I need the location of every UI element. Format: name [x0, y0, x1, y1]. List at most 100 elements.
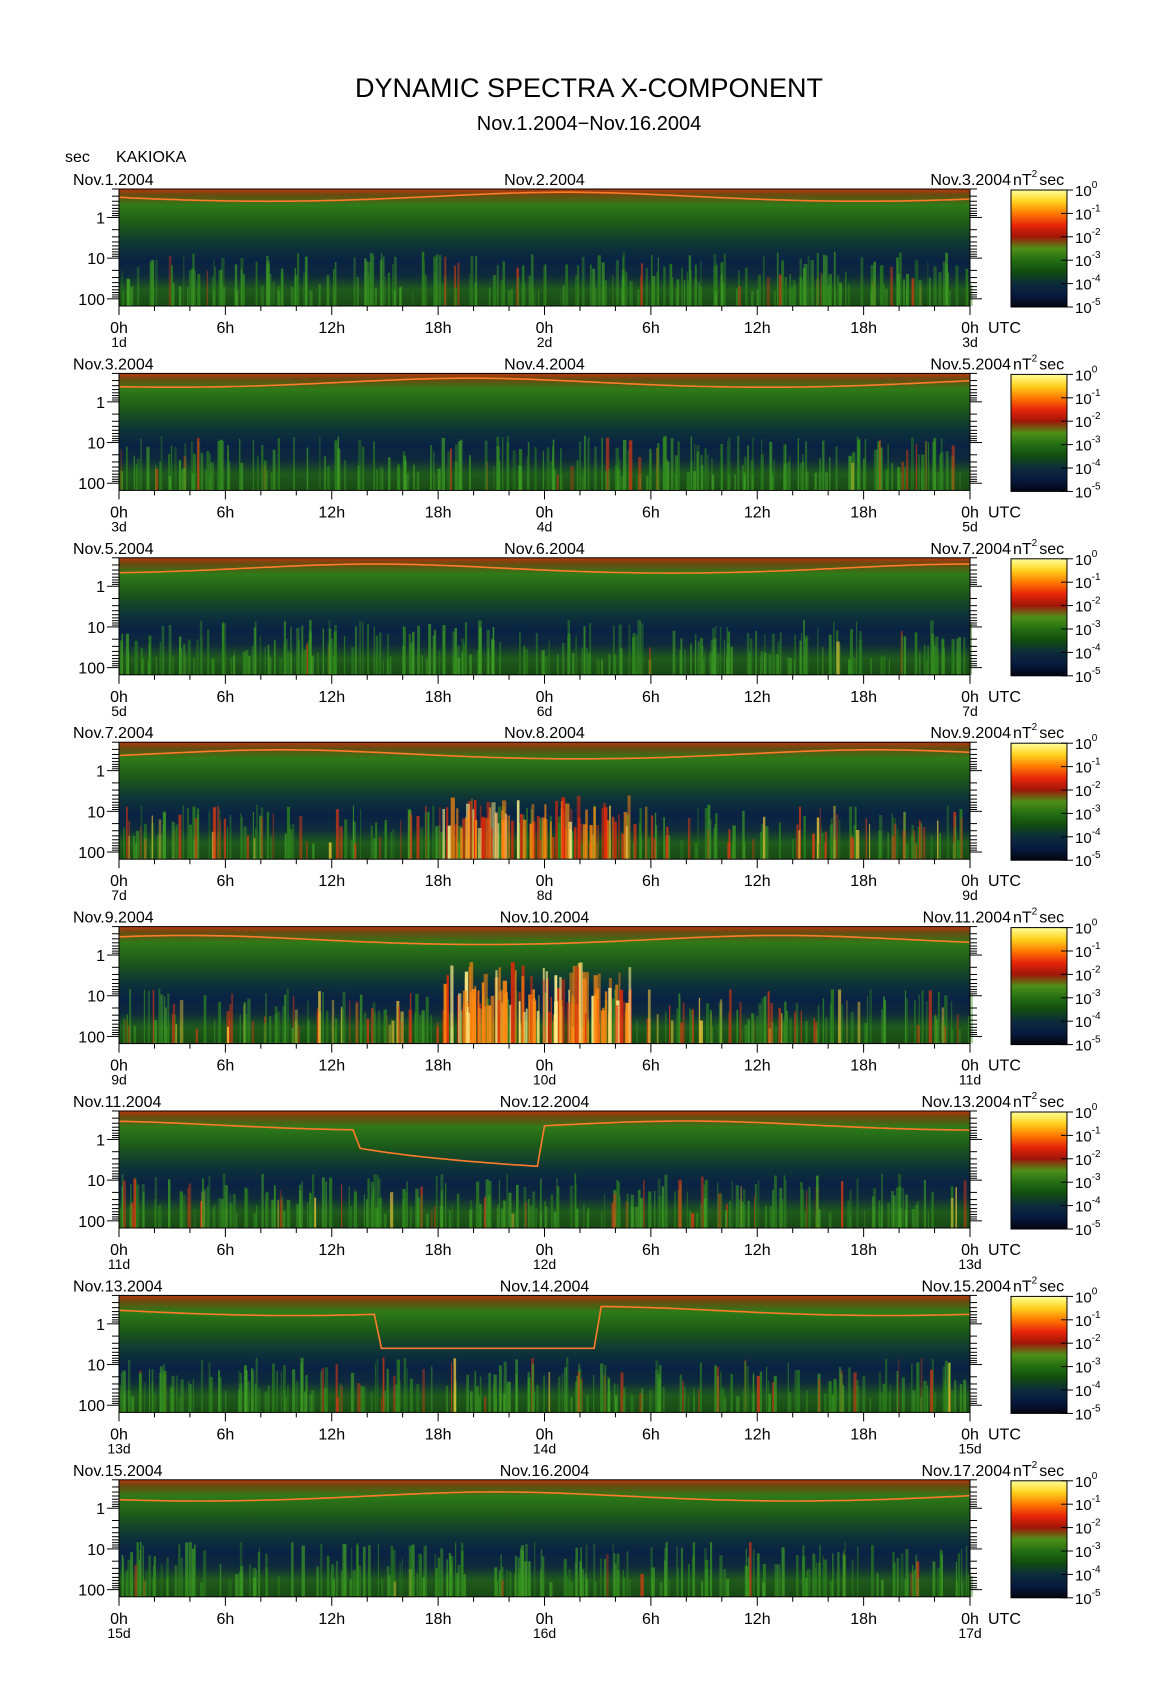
trend-line	[118, 1120, 970, 1168]
spectral-streak	[295, 1381, 299, 1413]
spectral-streak	[957, 1553, 961, 1597]
spectral-streak	[405, 1192, 408, 1228]
spectral-streak	[593, 1544, 596, 1597]
storm-streak	[585, 809, 588, 860]
spectral-streak	[433, 629, 437, 675]
spectral-streak	[906, 274, 909, 306]
colorbar-tick-exp: -5	[1092, 1035, 1101, 1046]
spectral-streak	[711, 474, 715, 491]
spectral-streak	[757, 1180, 760, 1228]
spectral-streak	[581, 1568, 585, 1597]
spectral-streak	[822, 998, 825, 1044]
spectral-streak	[245, 1013, 247, 1044]
spectral-streak	[953, 812, 956, 860]
spectral-streak	[412, 464, 416, 491]
storm-streak	[450, 965, 454, 1044]
colorbar-tick-exp: -3	[1092, 250, 1101, 261]
spectral-streak	[367, 624, 369, 675]
spectral-streak	[297, 253, 300, 306]
spectral-streak	[350, 1372, 355, 1413]
spectral-streak	[623, 1577, 626, 1597]
spectral-streak	[882, 1383, 886, 1413]
spectral-streak	[272, 281, 275, 306]
x-tick-label: 6h	[216, 873, 234, 890]
spectral-streak	[238, 1371, 241, 1413]
colorbar-unit-suffix: sec	[1039, 1463, 1064, 1480]
spectral-streak	[745, 1548, 748, 1597]
spectral-streak	[231, 1013, 233, 1044]
spectral-streak	[891, 1191, 895, 1228]
spectral-streak	[709, 819, 712, 860]
spectral-streak	[132, 835, 136, 860]
spectral-streak	[586, 1212, 589, 1228]
spectral-streak	[229, 1004, 232, 1044]
x-tick-label: 12h	[744, 320, 771, 337]
spectral-streak	[284, 994, 287, 1044]
spectral-streak	[705, 1569, 708, 1597]
spectral-streak	[128, 820, 130, 860]
spectral-streak	[511, 1213, 515, 1228]
storm-streak	[446, 975, 449, 1044]
spectral-streak	[184, 443, 187, 491]
spectral-streak	[616, 1553, 620, 1597]
spectral-streak	[123, 1393, 126, 1413]
spectral-streak	[259, 636, 262, 675]
spectral-streak	[527, 442, 530, 491]
spectral-streak	[326, 1010, 329, 1044]
spectral-streak	[933, 266, 937, 306]
colorbar-tick-base: 10	[1075, 944, 1092, 961]
spectral-streak	[797, 438, 799, 491]
spectral-streak	[272, 449, 276, 491]
spectral-streak	[664, 1560, 667, 1597]
storm-streak	[456, 808, 459, 860]
spectral-streak	[303, 272, 305, 306]
spectral-streak	[879, 439, 881, 491]
spectral-streak	[821, 826, 823, 860]
spectral-streak	[620, 1372, 624, 1413]
spectral-streak	[857, 1001, 861, 1044]
storm-streak	[574, 827, 577, 860]
spectral-streak	[175, 826, 177, 860]
spectral-streak	[824, 842, 826, 860]
spectral-streak	[234, 264, 237, 306]
spectral-streak	[213, 1204, 216, 1228]
storm-streak	[510, 820, 514, 860]
spectral-streak	[248, 655, 251, 675]
spectral-streak	[179, 1000, 184, 1044]
spectral-streak	[666, 461, 670, 491]
spectral-streak	[674, 455, 678, 491]
spectral-streak	[930, 835, 933, 860]
spectral-streak	[897, 828, 899, 860]
spectral-streak	[122, 1558, 124, 1597]
colorbar-tick-exp: -5	[1092, 481, 1101, 492]
spectral-streak	[160, 994, 164, 1044]
spectral-streak	[143, 1382, 146, 1413]
spectral-streak	[800, 1010, 802, 1044]
spectral-streak	[887, 832, 889, 860]
spectral-streak	[794, 635, 796, 675]
spectral-streak	[757, 1553, 760, 1597]
spectral-streak	[235, 264, 238, 306]
spectral-streak	[119, 1208, 121, 1228]
spectral-streak	[575, 1547, 578, 1597]
spectral-streak	[925, 660, 928, 675]
spectral-streak	[911, 278, 915, 306]
spectral-streak	[517, 1557, 520, 1597]
spectral-streak	[446, 1574, 449, 1597]
spectral-streak	[394, 1384, 399, 1413]
spectral-streak	[915, 844, 918, 860]
spectral-streak	[784, 277, 787, 306]
colorbar-tick-exp: -1	[1092, 1125, 1101, 1136]
spectral-streak	[690, 643, 692, 675]
colorbar-tick-label: 10-1	[1075, 1125, 1101, 1145]
colorbar-tick-base: 10	[1075, 1313, 1092, 1330]
panel-date-left: Nov.9.2004	[73, 910, 154, 927]
spectral-streak	[822, 254, 826, 306]
y-tick-label: 100	[78, 1398, 105, 1415]
colorbar-unit: nT2 sec	[1013, 1091, 1064, 1111]
spectral-streak	[183, 643, 186, 675]
spectral-streak	[437, 1557, 441, 1597]
spectral-streak	[277, 438, 280, 491]
spectral-streak	[663, 266, 666, 306]
spectral-streak	[143, 1580, 145, 1597]
